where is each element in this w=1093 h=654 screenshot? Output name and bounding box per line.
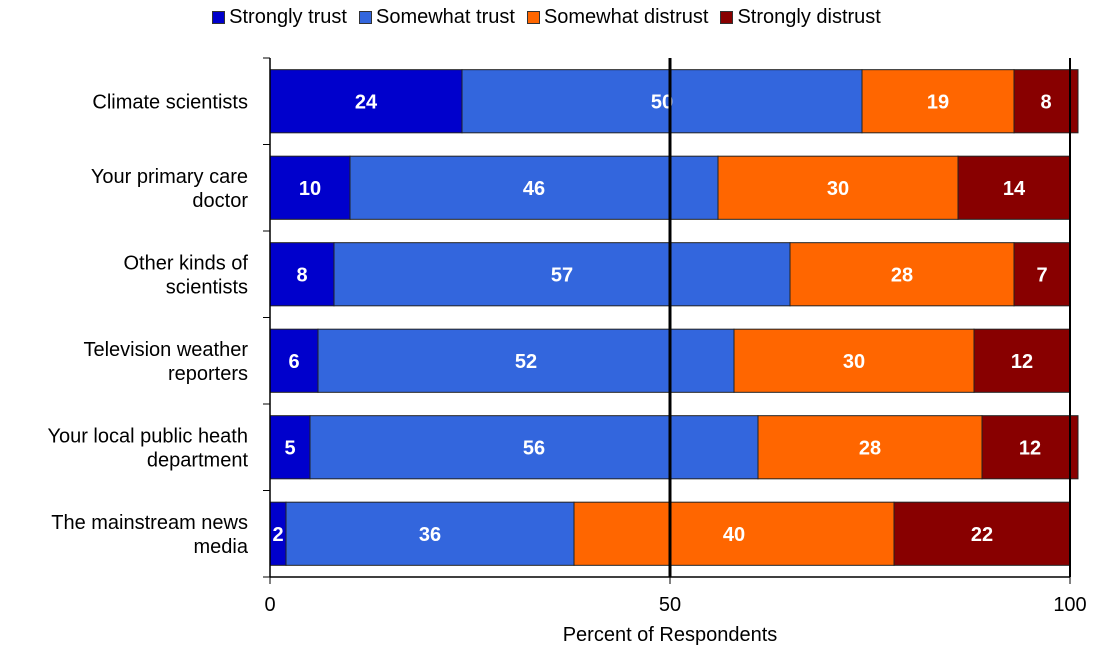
data-label: 36 [419, 524, 441, 546]
category-label: Climate scientists [92, 91, 248, 113]
bar-segment [1013, 242, 1071, 307]
bar-segment [317, 328, 735, 393]
legend-label-strongly-distrust: Strongly distrust [737, 6, 881, 28]
data-label: 19 [927, 91, 949, 113]
bar-segment [717, 155, 959, 220]
data-label: 30 [843, 351, 865, 373]
legend-label-somewhat-distrust: Somewhat distrust [543, 6, 709, 28]
legend-item-somewhat-distrust: Somewhat distrust [526, 6, 709, 29]
data-label: 8 [1040, 91, 1051, 113]
bar-segment [973, 328, 1071, 393]
bar-segment [733, 328, 975, 393]
x-axis-label: Percent of Respondents [562, 624, 778, 646]
data-label: 24 [355, 91, 378, 113]
category-label: scientists [166, 276, 248, 298]
bar-segment [573, 501, 895, 566]
legend-item-strongly-distrust: Strongly distrust [720, 6, 881, 29]
legend-label-somewhat-trust: Somewhat trust [375, 6, 515, 28]
category-label: department [147, 449, 249, 471]
category-label: reporters [168, 363, 248, 385]
data-label: 28 [859, 437, 881, 459]
legend-swatch-strongly-distrust [720, 11, 734, 24]
data-label: 6 [288, 351, 299, 373]
bar-segment [269, 242, 335, 307]
category-label: The mainstream news [51, 512, 248, 534]
data-label: 8 [296, 264, 307, 286]
bar-segment [269, 415, 311, 480]
legend-label-strongly-trust: Strongly trust [229, 6, 347, 28]
data-label: 57 [551, 264, 573, 286]
data-label: 12 [1011, 351, 1033, 373]
bar-segment [269, 328, 319, 393]
bar-segment [789, 242, 1015, 307]
bar-segment [333, 242, 791, 307]
bar-segment [285, 501, 575, 566]
bar-segment [1013, 69, 1079, 134]
category-label: Television weather [83, 339, 248, 361]
data-label: 30 [827, 178, 849, 200]
bar-segment [349, 155, 719, 220]
data-label: 12 [1019, 437, 1041, 459]
bar-segment [461, 69, 863, 134]
bar-segment [757, 415, 983, 480]
bar-segment [957, 155, 1071, 220]
bar-segment [861, 69, 1015, 134]
category-label: media [194, 536, 249, 558]
legend-swatch-somewhat-distrust [526, 11, 540, 24]
legend-swatch-somewhat-trust [358, 11, 372, 24]
data-label: 40 [723, 524, 745, 546]
data-label: 46 [523, 178, 545, 200]
data-label: 50 [651, 91, 673, 113]
data-label: 7 [1036, 264, 1047, 286]
data-label: 5 [284, 437, 295, 459]
data-label: 52 [515, 351, 537, 373]
data-label: 56 [523, 437, 545, 459]
legend: Strongly trust Somewhat trust Somewhat d… [0, 6, 1093, 29]
x-tick-label: 100 [1053, 594, 1086, 616]
bar-segment [981, 415, 1079, 480]
data-label: 22 [971, 524, 993, 546]
data-label: 10 [299, 178, 321, 200]
bar-segment [893, 501, 1071, 566]
legend-item-somewhat-trust: Somewhat trust [358, 6, 515, 29]
category-label: doctor [192, 190, 248, 212]
category-label: Other kinds of [123, 252, 248, 274]
data-label: 14 [1003, 178, 1026, 200]
x-tick-label: 0 [264, 594, 275, 616]
x-tick-label: 50 [659, 594, 681, 616]
legend-item-strongly-trust: Strongly trust [212, 6, 347, 29]
category-label: Your local public heath [47, 425, 248, 447]
bar-segment [309, 415, 759, 480]
legend-swatch-strongly-trust [212, 11, 226, 24]
data-label: 2 [272, 524, 283, 546]
category-label: Your primary care [91, 166, 248, 188]
data-label: 28 [891, 264, 913, 286]
